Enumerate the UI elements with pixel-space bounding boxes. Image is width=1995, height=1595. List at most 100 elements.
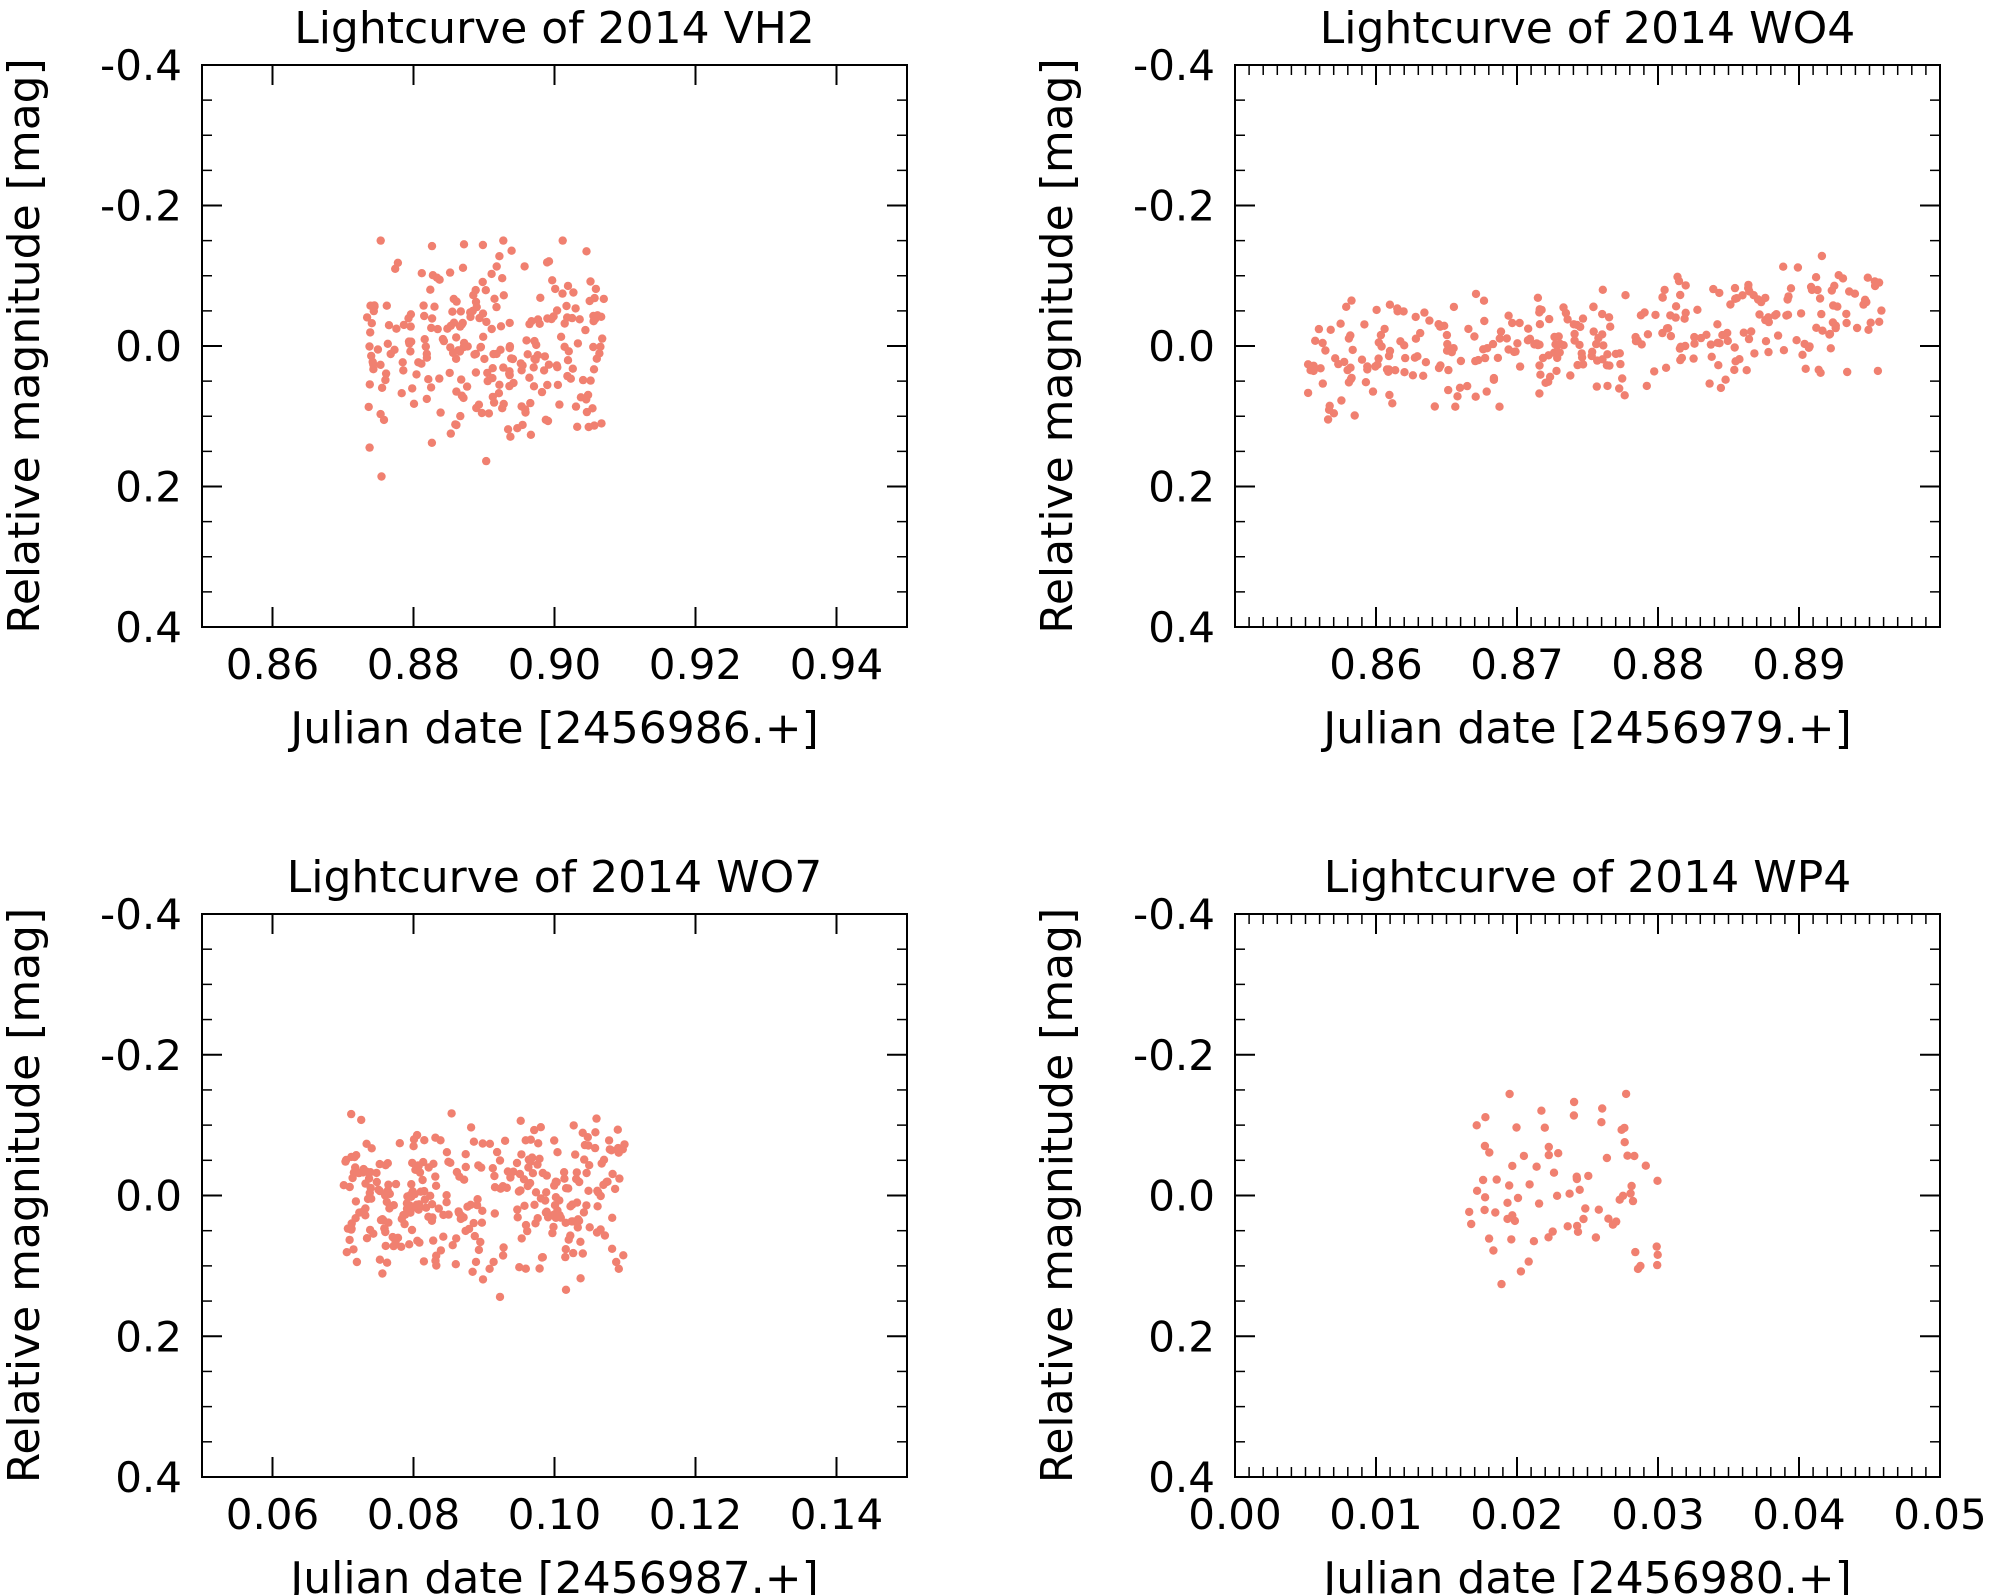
data-point	[1673, 272, 1682, 281]
y-tick-label: 0.2	[1148, 1312, 1215, 1361]
data-point	[1350, 411, 1359, 420]
data-point	[1340, 357, 1349, 367]
data-point	[1479, 345, 1488, 354]
data-point	[1444, 365, 1453, 375]
data-point	[573, 422, 582, 431]
data-point	[478, 1206, 487, 1216]
data-point	[1484, 1234, 1494, 1243]
data-point	[477, 1218, 487, 1227]
data-point	[1584, 1171, 1593, 1181]
data-point	[1357, 355, 1367, 364]
y-axis-label: Relative magnitude [mag]	[1032, 58, 1083, 634]
data-point	[408, 1158, 417, 1168]
data-point	[1541, 378, 1550, 387]
data-point	[489, 398, 499, 407]
data-point	[412, 370, 421, 379]
data-point	[1512, 1123, 1521, 1132]
data-point	[1502, 334, 1512, 343]
data-point	[612, 1257, 621, 1267]
data-point	[530, 1200, 539, 1210]
data-point	[515, 1263, 524, 1272]
data-point	[516, 1116, 525, 1126]
x-tick-label: 0.04	[1752, 1490, 1846, 1539]
data-point	[1573, 360, 1582, 370]
data-point	[1681, 308, 1690, 317]
data-point	[488, 1164, 497, 1173]
data-point	[613, 1125, 622, 1134]
data-point	[1565, 1189, 1574, 1198]
data-point	[382, 1197, 391, 1207]
data-point	[1671, 302, 1681, 311]
data-point	[1318, 338, 1327, 348]
data-point	[365, 443, 374, 452]
data-point	[582, 247, 591, 256]
data-point	[439, 1232, 448, 1241]
data-point	[446, 321, 455, 330]
data-point	[1361, 378, 1371, 387]
x-tick-label: 0.00	[1188, 1490, 1282, 1539]
data-point	[1472, 1121, 1481, 1130]
data-point	[1537, 1106, 1546, 1115]
data-point	[535, 319, 544, 328]
data-point	[427, 241, 437, 251]
data-point	[1715, 339, 1724, 348]
data-point	[550, 1201, 560, 1210]
panel-2014-wo4: Lightcurve of 2014 WO4 Julian date [24569…	[1032, 3, 1941, 754]
data-point	[1744, 280, 1753, 290]
data-point	[576, 393, 586, 402]
data-point	[506, 432, 515, 441]
data-point	[1605, 361, 1614, 370]
data-point	[1666, 331, 1676, 341]
data-point	[495, 1292, 505, 1302]
data-point	[1503, 1198, 1512, 1208]
data-point	[1434, 363, 1444, 373]
data-point	[1631, 1247, 1640, 1257]
data-point	[1714, 361, 1723, 370]
data-point	[444, 1157, 453, 1167]
data-point	[420, 1186, 429, 1196]
panel-2014-wp4: Lightcurve of 2014 WP4 Julian date [24569…	[1032, 852, 1987, 1595]
data-point	[1540, 1123, 1550, 1132]
data-point	[509, 1167, 518, 1176]
data-point	[1779, 262, 1788, 271]
data-point	[540, 352, 550, 361]
data-point	[471, 349, 481, 359]
data-point	[592, 354, 601, 363]
data-point	[503, 425, 513, 434]
data-point	[1368, 387, 1378, 396]
y-tick-label: 0.0	[1148, 1172, 1215, 1221]
y-tick-label: -0.2	[100, 1031, 182, 1080]
data-point	[556, 332, 566, 341]
data-point	[1513, 339, 1522, 348]
y-tick-label: 0.4	[115, 603, 182, 652]
data-point	[519, 1175, 529, 1184]
data-point	[1488, 339, 1498, 349]
data-point	[558, 289, 567, 298]
data-point	[1385, 390, 1394, 400]
data-point	[1630, 1151, 1639, 1161]
data-point	[485, 1264, 494, 1274]
data-point	[615, 1174, 624, 1183]
x-axis-label: Julian date [2456987.+]	[287, 1553, 819, 1595]
data-point	[1470, 332, 1479, 341]
data-point	[471, 368, 481, 377]
data-point	[500, 1136, 510, 1146]
data-point	[380, 1224, 389, 1233]
data-point	[1689, 354, 1698, 363]
data-point	[418, 1175, 427, 1185]
data-point	[573, 339, 583, 348]
data-point	[553, 1148, 562, 1157]
data-point	[407, 1192, 416, 1202]
data-point	[1530, 340, 1539, 349]
y-tick-label: 0.2	[115, 463, 182, 512]
data-point	[1831, 321, 1841, 330]
data-point	[1702, 330, 1711, 339]
data-point	[1575, 340, 1584, 350]
data-point	[1388, 399, 1397, 408]
data-point	[1453, 392, 1462, 401]
data-point	[1730, 343, 1739, 352]
data-point	[1825, 330, 1834, 339]
data-point	[542, 1188, 551, 1197]
data-point	[544, 360, 554, 369]
data-point	[573, 1223, 582, 1232]
